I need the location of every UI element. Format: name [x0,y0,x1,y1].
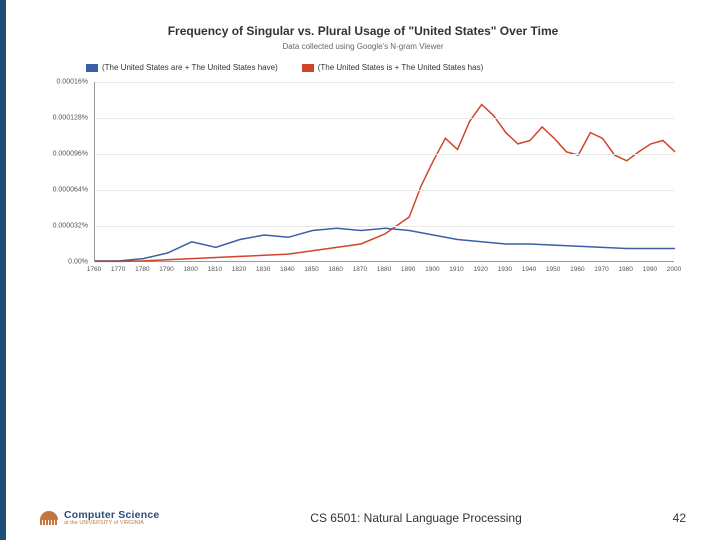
x-tick-label: 1840 [280,266,294,273]
gridline [95,154,674,155]
x-tick-label: 1980 [618,266,632,273]
x-tick-label: 1850 [304,266,318,273]
x-tick-label: 1770 [111,266,125,273]
rotunda-icon [40,511,58,525]
chart-area: 0.00% 0.000032% 0.000064% 0.000096% 0.000128… [44,82,684,292]
slide-content: Frequency of Singular vs. Plural Usage o… [6,0,720,540]
x-tick-label: 1900 [425,266,439,273]
x-tick-label: 1810 [208,266,222,273]
logo-block: Computer Science at the UNIVERSITY of VI… [40,510,159,526]
y-tick-label: 0.000064% [53,187,88,194]
y-tick-label: 0.000128% [53,115,88,122]
x-tick-label: 1820 [232,266,246,273]
legend-swatch-singular [302,64,314,72]
gridline [95,226,674,227]
y-tick-label: 0.000032% [53,223,88,230]
logo-sub-text: at the UNIVERSITY of VIRGINIA [64,521,159,526]
x-tick-label: 2000 [667,266,681,273]
legend-label-plural: (The United States are + The United Stat… [102,63,278,72]
legend-item-plural: (The United States are + The United Stat… [86,63,278,72]
x-tick-label: 1920 [473,266,487,273]
gridline [95,82,674,83]
chart-subtitle: Data collected using Google's N-gram Vie… [36,42,690,51]
logo-text: Computer Science at the UNIVERSITY of VI… [64,510,159,526]
x-tick-label: 1950 [546,266,560,273]
plot-region [94,82,674,262]
chart-title: Frequency of Singular vs. Plural Usage o… [36,24,690,38]
x-tick-label: 1870 [353,266,367,273]
y-tick-label: 0.00016% [56,79,88,86]
x-tick-label: 1910 [449,266,463,273]
x-tick-label: 1940 [522,266,536,273]
footer-course-title: CS 6501: Natural Language Processing [310,511,521,525]
y-tick-label: 0.00% [68,259,88,266]
x-tick-label: 1790 [159,266,173,273]
series-singular-line [95,105,675,262]
page-number: 42 [673,511,686,525]
plot-svg [95,82,675,262]
x-tick-label: 1960 [570,266,584,273]
x-tick-label: 1860 [328,266,342,273]
x-tick-label: 1760 [87,266,101,273]
footer: Computer Science at the UNIVERSITY of VI… [0,510,720,526]
x-tick-label: 1880 [377,266,391,273]
legend-label-singular: (The United States is + The United State… [318,63,484,72]
x-tick-label: 1990 [643,266,657,273]
gridline [95,118,674,119]
x-tick-label: 1970 [594,266,608,273]
y-tick-label: 0.000096% [53,151,88,158]
legend: (The United States are + The United Stat… [36,63,690,72]
x-tick-label: 1780 [135,266,149,273]
y-axis-labels: 0.00%0.000032%0.000064%0.000096%0.000128… [44,82,92,262]
gridline [95,190,674,191]
x-tick-label: 1930 [498,266,512,273]
x-tick-label: 1890 [401,266,415,273]
legend-item-singular: (The United States is + The United State… [302,63,484,72]
x-tick-label: 1830 [256,266,270,273]
legend-swatch-plural [86,64,98,72]
x-tick-label: 1800 [183,266,197,273]
